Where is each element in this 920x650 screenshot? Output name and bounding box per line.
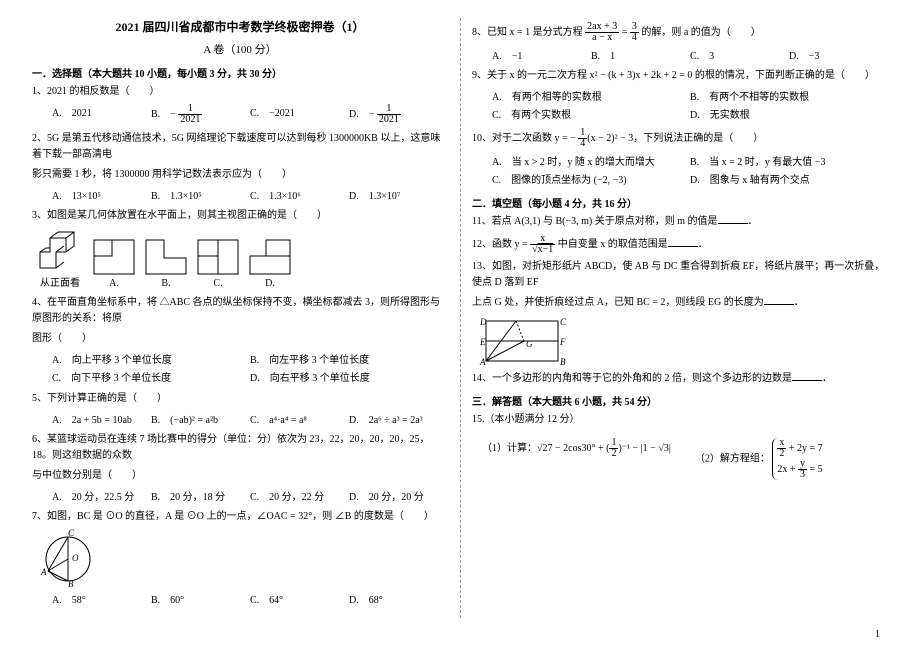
q5-c: C. a⁴·a⁴ = a⁸ bbox=[250, 411, 349, 426]
q10-options: A. 当 x > 2 时，y 随 x 的增大而增大 B. 当 x = 2 时，y… bbox=[472, 153, 888, 189]
q15-part2: （2）解方程组： x2 + 2y = 7 2x + y3 = 5 bbox=[695, 438, 823, 480]
q3-shapes: 从正面看 A. B. C. D. bbox=[32, 228, 448, 289]
q10-b: B. 当 x = 2 时，y 有最大值 −3 bbox=[690, 153, 888, 168]
exam-title: 2021 届四川省成都市中考数学终极密押卷（1） bbox=[32, 18, 448, 35]
q6-line2: 与中位数分别是（ ） bbox=[32, 468, 448, 484]
q2-b: B. 1.3×10⁵ bbox=[151, 187, 250, 202]
q1-a: A. 2021 bbox=[52, 104, 151, 125]
svg-text:C: C bbox=[68, 529, 75, 538]
q6-options: A. 20 分，22.5 分 B. 20 分，18 分 C. 20 分，22 分… bbox=[32, 488, 448, 503]
q14: 14、一个多边形的内角和等于它的外角和的 2 倍，则这个多边形的边数是． bbox=[472, 371, 888, 387]
q15-part1: （1）计算：√27 − 2cos30° + (12)⁻¹ − |1 − √3| bbox=[482, 438, 671, 480]
q1: 1、2021 的相反数是（ ） bbox=[32, 84, 448, 100]
q9-c: C. 有两个实数根 bbox=[492, 106, 690, 121]
svg-text:C: C bbox=[560, 317, 566, 327]
q1-d: D. − 12021 bbox=[349, 104, 448, 125]
svg-text:F: F bbox=[559, 337, 566, 347]
q10-d: D. 图象与 x 轴有两个交点 bbox=[690, 171, 888, 186]
q2-line2: 影只需要 1 秒，将 1300000 用科学记数法表示应为（ ） bbox=[32, 167, 448, 183]
q6-c: C. 20 分，22 分 bbox=[250, 488, 349, 503]
solid-icon bbox=[36, 228, 84, 272]
q4-options: A. 向上平移 3 个单位长度 B. 向左平移 3 个单位长度 C. 向下平移 … bbox=[32, 351, 448, 387]
q7-a: A. 58° bbox=[52, 591, 151, 606]
svg-text:B: B bbox=[68, 579, 74, 587]
q5-b: B. (−ab)² = a²b bbox=[151, 411, 250, 426]
q15-parts: （1）计算：√27 − 2cos30° + (12)⁻¹ − |1 − √3| … bbox=[472, 438, 888, 480]
q4-line1: 4、在平面直角坐标系中，将 △ABC 各点的纵坐标保持不变，横坐标都减去 3，则… bbox=[32, 295, 448, 327]
q3-opt-b: B. bbox=[144, 238, 188, 289]
svg-text:A: A bbox=[479, 357, 486, 367]
q10-c: C. 图像的顶点坐标为 (−2, −3) bbox=[492, 171, 690, 186]
q2-d: D. 1.3×10⁷ bbox=[349, 187, 448, 202]
q7-c: C. 64° bbox=[250, 591, 349, 606]
q4-d: D. 向右平移 3 个单位长度 bbox=[250, 369, 448, 384]
q10: 10、对于二次函数 y = − 14(x − 2)² − 3，下列说法正确的是（… bbox=[472, 128, 888, 149]
q2-options: A. 13×10⁵ B. 1.3×10⁵ C. 1.3×10⁶ D. 1.3×1… bbox=[32, 187, 448, 202]
right-column: 8、已知 x = 1 是分式方程 2ax + 3a − x = 34 的解，则 … bbox=[460, 18, 900, 612]
q3-opt-a: A. bbox=[92, 238, 136, 289]
q3-opt-c: C. bbox=[196, 238, 240, 289]
q10-a: A. 当 x > 2 时，y 随 x 的增大而增大 bbox=[492, 153, 690, 168]
q9: 9、关于 x 的一元二次方程 x² − (k + 3)x + 2k + 2 = … bbox=[472, 68, 888, 84]
q9-options: A. 有两个相等的实数根 B. 有两个不相等的实数根 C. 有两个实数根 D. … bbox=[472, 88, 888, 124]
q13-line1: 13、如图，对折矩形纸片 ABCD，使 AB 与 DC 重合得到折痕 EF，将纸… bbox=[472, 259, 888, 291]
q3-solid: 从正面看 bbox=[36, 228, 84, 289]
svg-text:G: G bbox=[526, 339, 533, 349]
section-1-heading: 一．选择题（本大题共 10 小题，每小题 3 分，共 30 分） bbox=[32, 65, 448, 80]
q2-c: C. 1.3×10⁶ bbox=[250, 187, 349, 202]
q5: 5、下列计算正确的是（ ） bbox=[32, 391, 448, 407]
q7-options: A. 58° B. 60° C. 64° D. 68° bbox=[32, 591, 448, 606]
q8-b: B. 1 bbox=[591, 47, 690, 62]
left-column: 2021 届四川省成都市中考数学终极密押卷（1） A 卷（100 分） 一．选择… bbox=[20, 18, 460, 612]
q7-circle-diagram: C O A B bbox=[38, 529, 100, 587]
q7-b: B. 60° bbox=[151, 591, 250, 606]
q12: 12、函数 y = x√x−1 中自变量 x 的取值范围是． bbox=[472, 234, 888, 255]
q13-line2: 上点 G 处，并使折痕经过点 A，已知 BC = 2，则线段 EG 的长度为． bbox=[472, 295, 888, 311]
q15: 15.（本小题满分 12 分） bbox=[472, 412, 888, 428]
q6-line1: 6、某篮球运动员在连续 7 场比赛中的得分（单位：分）依次为 23，22，20，… bbox=[32, 432, 448, 464]
q3: 3、如图是某几何体放置在水平面上，则其主视图正确的是（ ） bbox=[32, 208, 448, 224]
q1-b: B. − 12021 bbox=[151, 104, 250, 125]
q9-b: B. 有两个不相等的实数根 bbox=[690, 88, 888, 103]
q3-opt-d: D. bbox=[248, 238, 292, 289]
q8-d: D. −3 bbox=[789, 47, 888, 62]
q4-line2: 图形（ ） bbox=[32, 331, 448, 347]
q5-options: A. 2a + 5b = 10ab B. (−ab)² = a²b C. a⁴·… bbox=[32, 411, 448, 426]
svg-text:A: A bbox=[40, 567, 47, 577]
q2-a: A. 13×10⁵ bbox=[52, 187, 151, 202]
q8-c: C. 3 bbox=[690, 47, 789, 62]
q6-d: D. 20 分，20 分 bbox=[349, 488, 448, 503]
q7-d: D. 68° bbox=[349, 591, 448, 606]
q1-options: A. 2021 B. − 12021 C. −2021 D. − 12021 bbox=[32, 104, 448, 125]
q8: 8、已知 x = 1 是分式方程 2ax + 3a − x = 34 的解，则 … bbox=[472, 22, 888, 43]
q6-a: A. 20 分，22.5 分 bbox=[52, 488, 151, 503]
exam-subtitle: A 卷（100 分） bbox=[32, 41, 448, 57]
q9-d: D. 无实数根 bbox=[690, 106, 888, 121]
q8-a: A. −1 bbox=[492, 47, 591, 62]
q2-line1: 2、5G 是第五代移动通信技术，5G 网络理论下载速度可以达到每秒 130000… bbox=[32, 131, 448, 163]
svg-text:O: O bbox=[72, 553, 79, 563]
svg-text:B: B bbox=[560, 357, 566, 367]
svg-text:D: D bbox=[479, 317, 487, 327]
section-3-heading: 三．解答题（本大题共 6 小题，共 54 分） bbox=[472, 393, 888, 408]
page-number: 1 bbox=[875, 629, 880, 640]
q13-rect-diagram: D C E F A B G bbox=[478, 315, 566, 367]
q4-b: B. 向左平移 3 个单位长度 bbox=[250, 351, 448, 366]
q9-a: A. 有两个相等的实数根 bbox=[492, 88, 690, 103]
q1-c: C. −2021 bbox=[250, 104, 349, 125]
q4-a: A. 向上平移 3 个单位长度 bbox=[52, 351, 250, 366]
q7: 7、如图，BC 是 ⊙O 的直径，A 是 ⊙O 上的一点，∠OAC = 32°，… bbox=[32, 509, 448, 525]
q6-b: B. 20 分，18 分 bbox=[151, 488, 250, 503]
column-divider bbox=[460, 18, 461, 618]
svg-text:E: E bbox=[479, 337, 486, 347]
section-2-heading: 二．填空题（每小题 4 分，共 16 分） bbox=[472, 195, 888, 210]
q5-a: A. 2a + 5b = 10ab bbox=[52, 411, 151, 426]
q8-options: A. −1 B. 1 C. 3 D. −3 bbox=[472, 47, 888, 62]
q11: 11、若点 A(3,1) 与 B(−3, m) 关于原点对称，则 m 的值是． bbox=[472, 214, 888, 230]
q5-d: D. 2a⁶ ÷ a³ = 2a³ bbox=[349, 411, 448, 426]
q4-c: C. 向下平移 3 个单位长度 bbox=[52, 369, 250, 384]
